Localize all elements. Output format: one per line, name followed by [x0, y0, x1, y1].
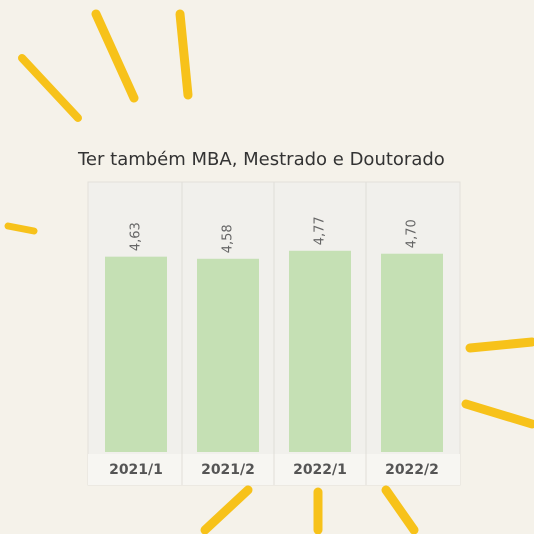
value-label: 4,70 [405, 219, 420, 248]
ray [461, 399, 534, 429]
x-tick-label: 2021/1 [109, 462, 163, 478]
x-tick-label: 2022/2 [385, 462, 439, 478]
x-tick-label: 2022/1 [293, 462, 347, 478]
ray [4, 222, 38, 235]
ray [200, 485, 253, 534]
bar [381, 253, 443, 452]
x-tick-label: 2021/2 [201, 462, 255, 478]
sun-rays [4, 9, 534, 534]
value-label: 4,58 [221, 224, 236, 253]
bar [289, 250, 351, 452]
chart-title: Ter também MBA, Mestrado e Doutorado [77, 149, 445, 170]
ray [175, 9, 193, 100]
bar [197, 258, 259, 452]
value-label: 4,63 [129, 222, 144, 251]
bar [105, 256, 167, 452]
value-label: 4,77 [313, 216, 328, 245]
ray [18, 54, 82, 122]
ray [381, 485, 419, 534]
ray [91, 9, 139, 103]
ray [465, 337, 534, 353]
